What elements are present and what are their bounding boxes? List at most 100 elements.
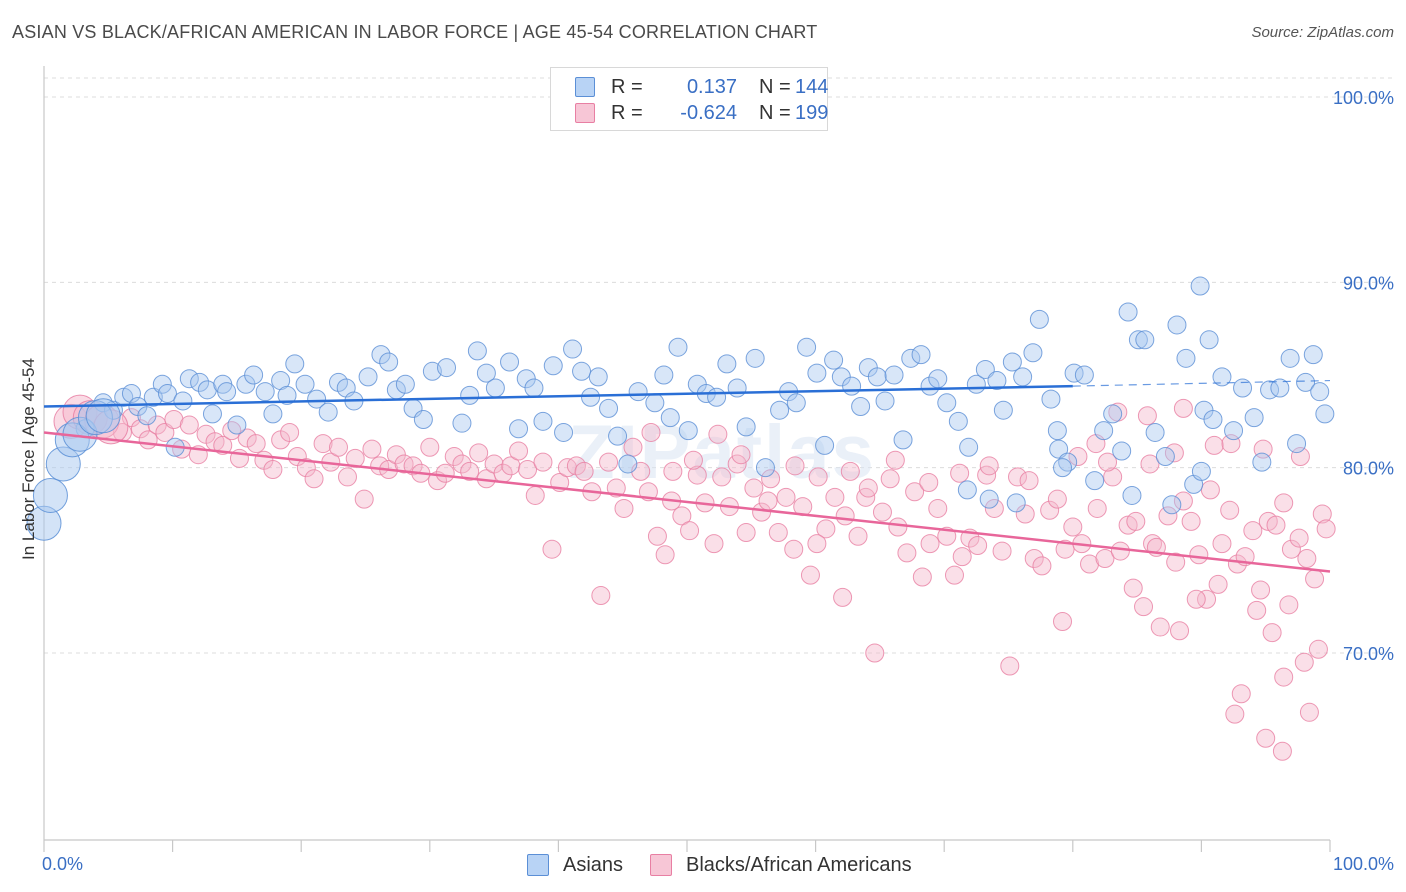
black-point	[968, 536, 988, 556]
asian-point	[1118, 302, 1138, 322]
bottom-legend-swatch-blacks	[650, 854, 672, 876]
asian-point	[173, 391, 193, 411]
asian-point	[893, 430, 913, 450]
asian-point	[524, 378, 544, 398]
black-point	[1170, 621, 1190, 641]
asian-point	[959, 437, 979, 457]
asian-point	[645, 393, 665, 413]
black-point	[761, 469, 781, 489]
black-point	[1080, 554, 1100, 574]
asian-point	[1287, 434, 1307, 454]
black-point	[420, 437, 440, 457]
black-point	[599, 452, 619, 472]
black-point	[525, 485, 545, 505]
asian-point	[422, 361, 442, 381]
asian-point	[1167, 315, 1187, 335]
black-point	[919, 472, 939, 492]
black-point	[655, 545, 675, 565]
black-point	[403, 456, 423, 476]
asian-point	[1058, 452, 1078, 472]
black-point	[776, 487, 796, 507]
black-point	[362, 439, 382, 459]
asian-point	[1203, 409, 1223, 429]
black-point	[1297, 548, 1317, 568]
black-point	[1047, 489, 1067, 509]
asian-point	[867, 367, 887, 387]
asian-point	[500, 352, 520, 372]
bottom-legend-blacks: Blacks/African Americans	[650, 852, 912, 878]
black-point	[1200, 480, 1220, 500]
asian-point	[1145, 422, 1165, 442]
asian-point	[217, 382, 237, 402]
black-point	[1212, 534, 1232, 554]
black-point	[246, 434, 266, 454]
asian-point	[227, 415, 247, 435]
asian-point	[179, 369, 199, 389]
black-point	[744, 478, 764, 498]
asian-point	[1162, 495, 1182, 515]
asian-point	[993, 400, 1013, 420]
black-point	[1173, 398, 1193, 418]
black-point	[880, 469, 900, 489]
black-point	[623, 437, 643, 457]
asian-point	[202, 404, 222, 424]
asian-point	[987, 371, 1007, 391]
black-point	[835, 506, 855, 526]
black-point	[641, 422, 661, 442]
asian-point	[307, 389, 327, 409]
asian-point	[413, 409, 433, 429]
asian-point	[957, 480, 977, 500]
black-point	[672, 506, 692, 526]
asian-point	[1303, 345, 1323, 365]
black-point	[337, 467, 357, 487]
asian-point	[807, 363, 827, 383]
asian-point	[717, 354, 737, 374]
asian-point	[318, 402, 338, 422]
black-point	[1000, 656, 1020, 676]
black-point	[1024, 548, 1044, 568]
black-point	[865, 643, 885, 663]
asian-point	[1244, 408, 1264, 428]
y-tick-label: 80.0%	[1343, 459, 1394, 479]
legend-swatch-asians	[575, 77, 595, 97]
black-point	[785, 456, 805, 476]
black-point	[979, 456, 999, 476]
asian-point	[533, 411, 553, 431]
asian-point	[842, 376, 862, 396]
black-point	[1197, 589, 1217, 609]
asian-point	[152, 374, 172, 394]
asian-point	[979, 489, 999, 509]
asian-point	[1176, 348, 1196, 368]
asian-point	[678, 421, 698, 441]
black-point	[944, 565, 964, 585]
black-point	[897, 543, 917, 563]
asian-point	[1006, 493, 1026, 513]
x-tick-label-max: 100.0%	[1333, 854, 1394, 874]
asian-point	[1224, 421, 1244, 441]
asian-point	[137, 406, 157, 426]
black-point	[1189, 545, 1209, 565]
black-point	[179, 415, 199, 435]
black-point	[1095, 548, 1115, 568]
black-point	[296, 458, 316, 478]
black-point	[1279, 595, 1299, 615]
black-point	[758, 491, 778, 511]
asian-point	[328, 372, 348, 392]
asian-point	[770, 400, 790, 420]
black-point	[888, 517, 908, 537]
black-point	[1063, 517, 1083, 537]
axes-layer	[43, 66, 1331, 852]
black-point	[680, 521, 700, 541]
asian-point	[1049, 439, 1069, 459]
black-point	[807, 534, 827, 554]
black-point	[663, 461, 683, 481]
black-point	[435, 463, 455, 483]
asian-point	[244, 365, 264, 385]
black-point	[687, 465, 707, 485]
black-point	[872, 502, 892, 522]
black-point	[920, 534, 940, 554]
asian-point	[1135, 330, 1155, 350]
black-point	[1140, 454, 1160, 474]
asian-point	[1270, 378, 1290, 398]
black-point	[1055, 539, 1075, 559]
